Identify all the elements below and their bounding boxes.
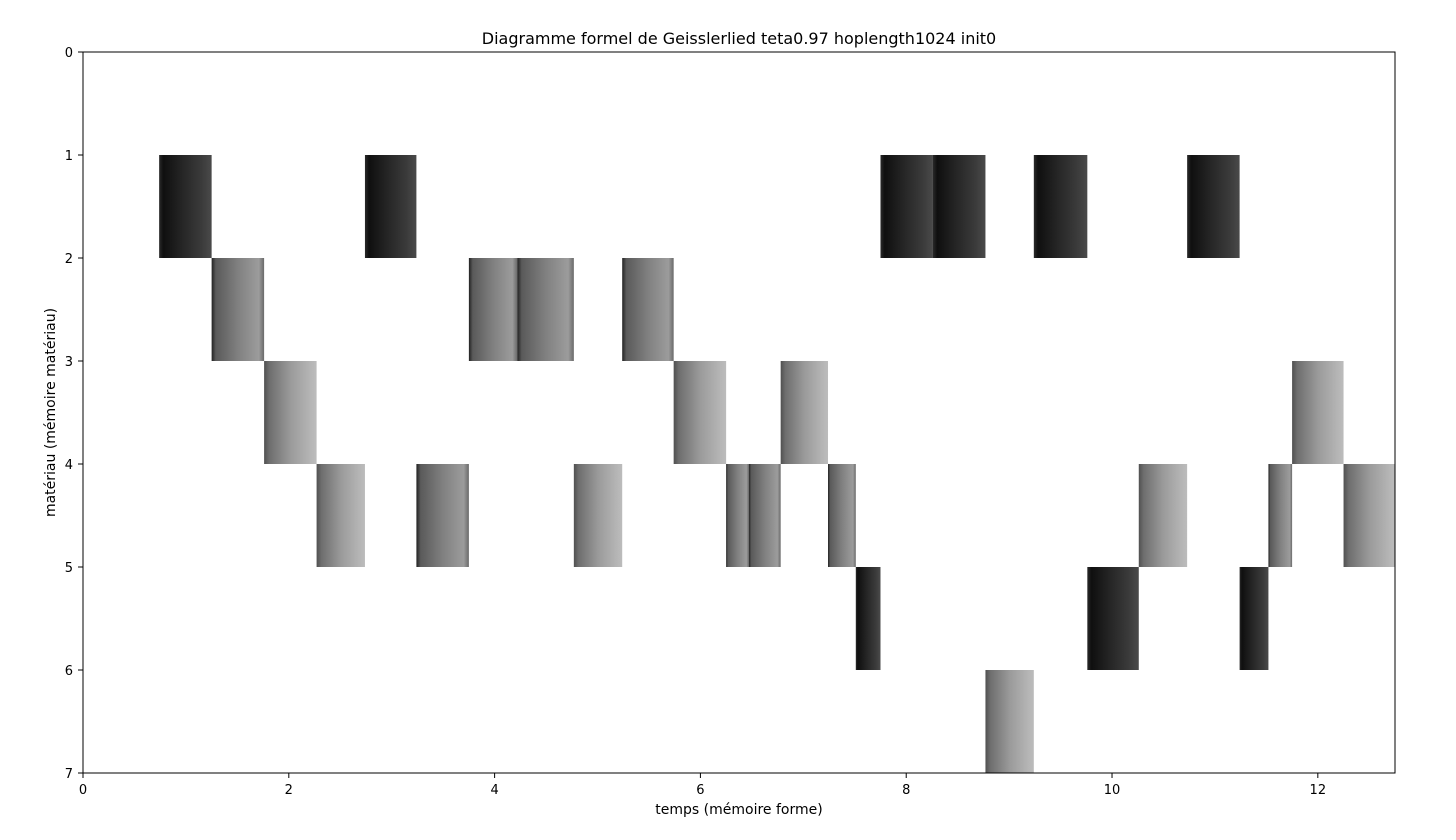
segment-17 — [880, 155, 933, 258]
segment-7 — [468, 258, 518, 361]
segment-15 — [828, 464, 856, 567]
y-tick-label: 2 — [65, 252, 73, 267]
segment-23 — [1187, 155, 1240, 258]
x-tick-label: 4 — [490, 783, 498, 798]
x-tick-label: 6 — [696, 783, 704, 798]
segment-1 — [159, 155, 212, 258]
y-tick-label: 5 — [65, 561, 73, 576]
x-axis: 0 2 4 6 8 10 12 — [79, 773, 1326, 798]
segment-10 — [622, 258, 674, 361]
segments-layer — [159, 155, 1395, 773]
segment-13 — [748, 464, 781, 567]
x-tick-label: 2 — [285, 783, 293, 798]
segment-18 — [932, 155, 986, 258]
segment-4 — [316, 464, 365, 567]
segment-11 — [673, 361, 727, 464]
segment-27 — [1343, 464, 1395, 567]
segment-24 — [1239, 567, 1269, 670]
x-tick-label: 8 — [902, 783, 910, 798]
segment-22 — [1138, 464, 1188, 567]
segment-12 — [726, 464, 749, 567]
y-tick-label: 4 — [65, 458, 73, 473]
segment-25 — [1268, 464, 1293, 567]
segment-26 — [1292, 361, 1344, 464]
x-tick-label: 0 — [79, 783, 87, 798]
y-tick-label: 6 — [65, 664, 73, 679]
x-tick-label: 12 — [1310, 783, 1327, 798]
segment-3 — [264, 361, 317, 464]
x-tick-label: 10 — [1104, 783, 1121, 798]
chart-title: Diagramme formel de Geisslerlied teta0.9… — [482, 29, 996, 48]
segment-8 — [517, 258, 574, 361]
y-axis-label: matériau (mémoire matériau) — [43, 308, 59, 517]
segment-2 — [211, 258, 265, 361]
y-tick-label: 1 — [65, 149, 73, 164]
segment-20 — [1033, 155, 1088, 258]
y-axis: 0 1 2 3 4 5 6 7 — [65, 46, 83, 782]
plot-frame — [82, 51, 1396, 774]
segment-5 — [364, 155, 417, 258]
segment-21 — [1087, 567, 1139, 670]
segment-9 — [573, 464, 623, 567]
segment-14 — [780, 361, 829, 464]
y-tick-label: 7 — [65, 767, 73, 782]
segment-6 — [416, 464, 469, 567]
y-tick-label: 3 — [65, 355, 73, 370]
segment-16 — [855, 567, 881, 670]
y-tick-label: 0 — [65, 46, 73, 61]
x-axis-label: temps (mémoire forme) — [655, 802, 822, 818]
segment-19 — [985, 670, 1034, 773]
